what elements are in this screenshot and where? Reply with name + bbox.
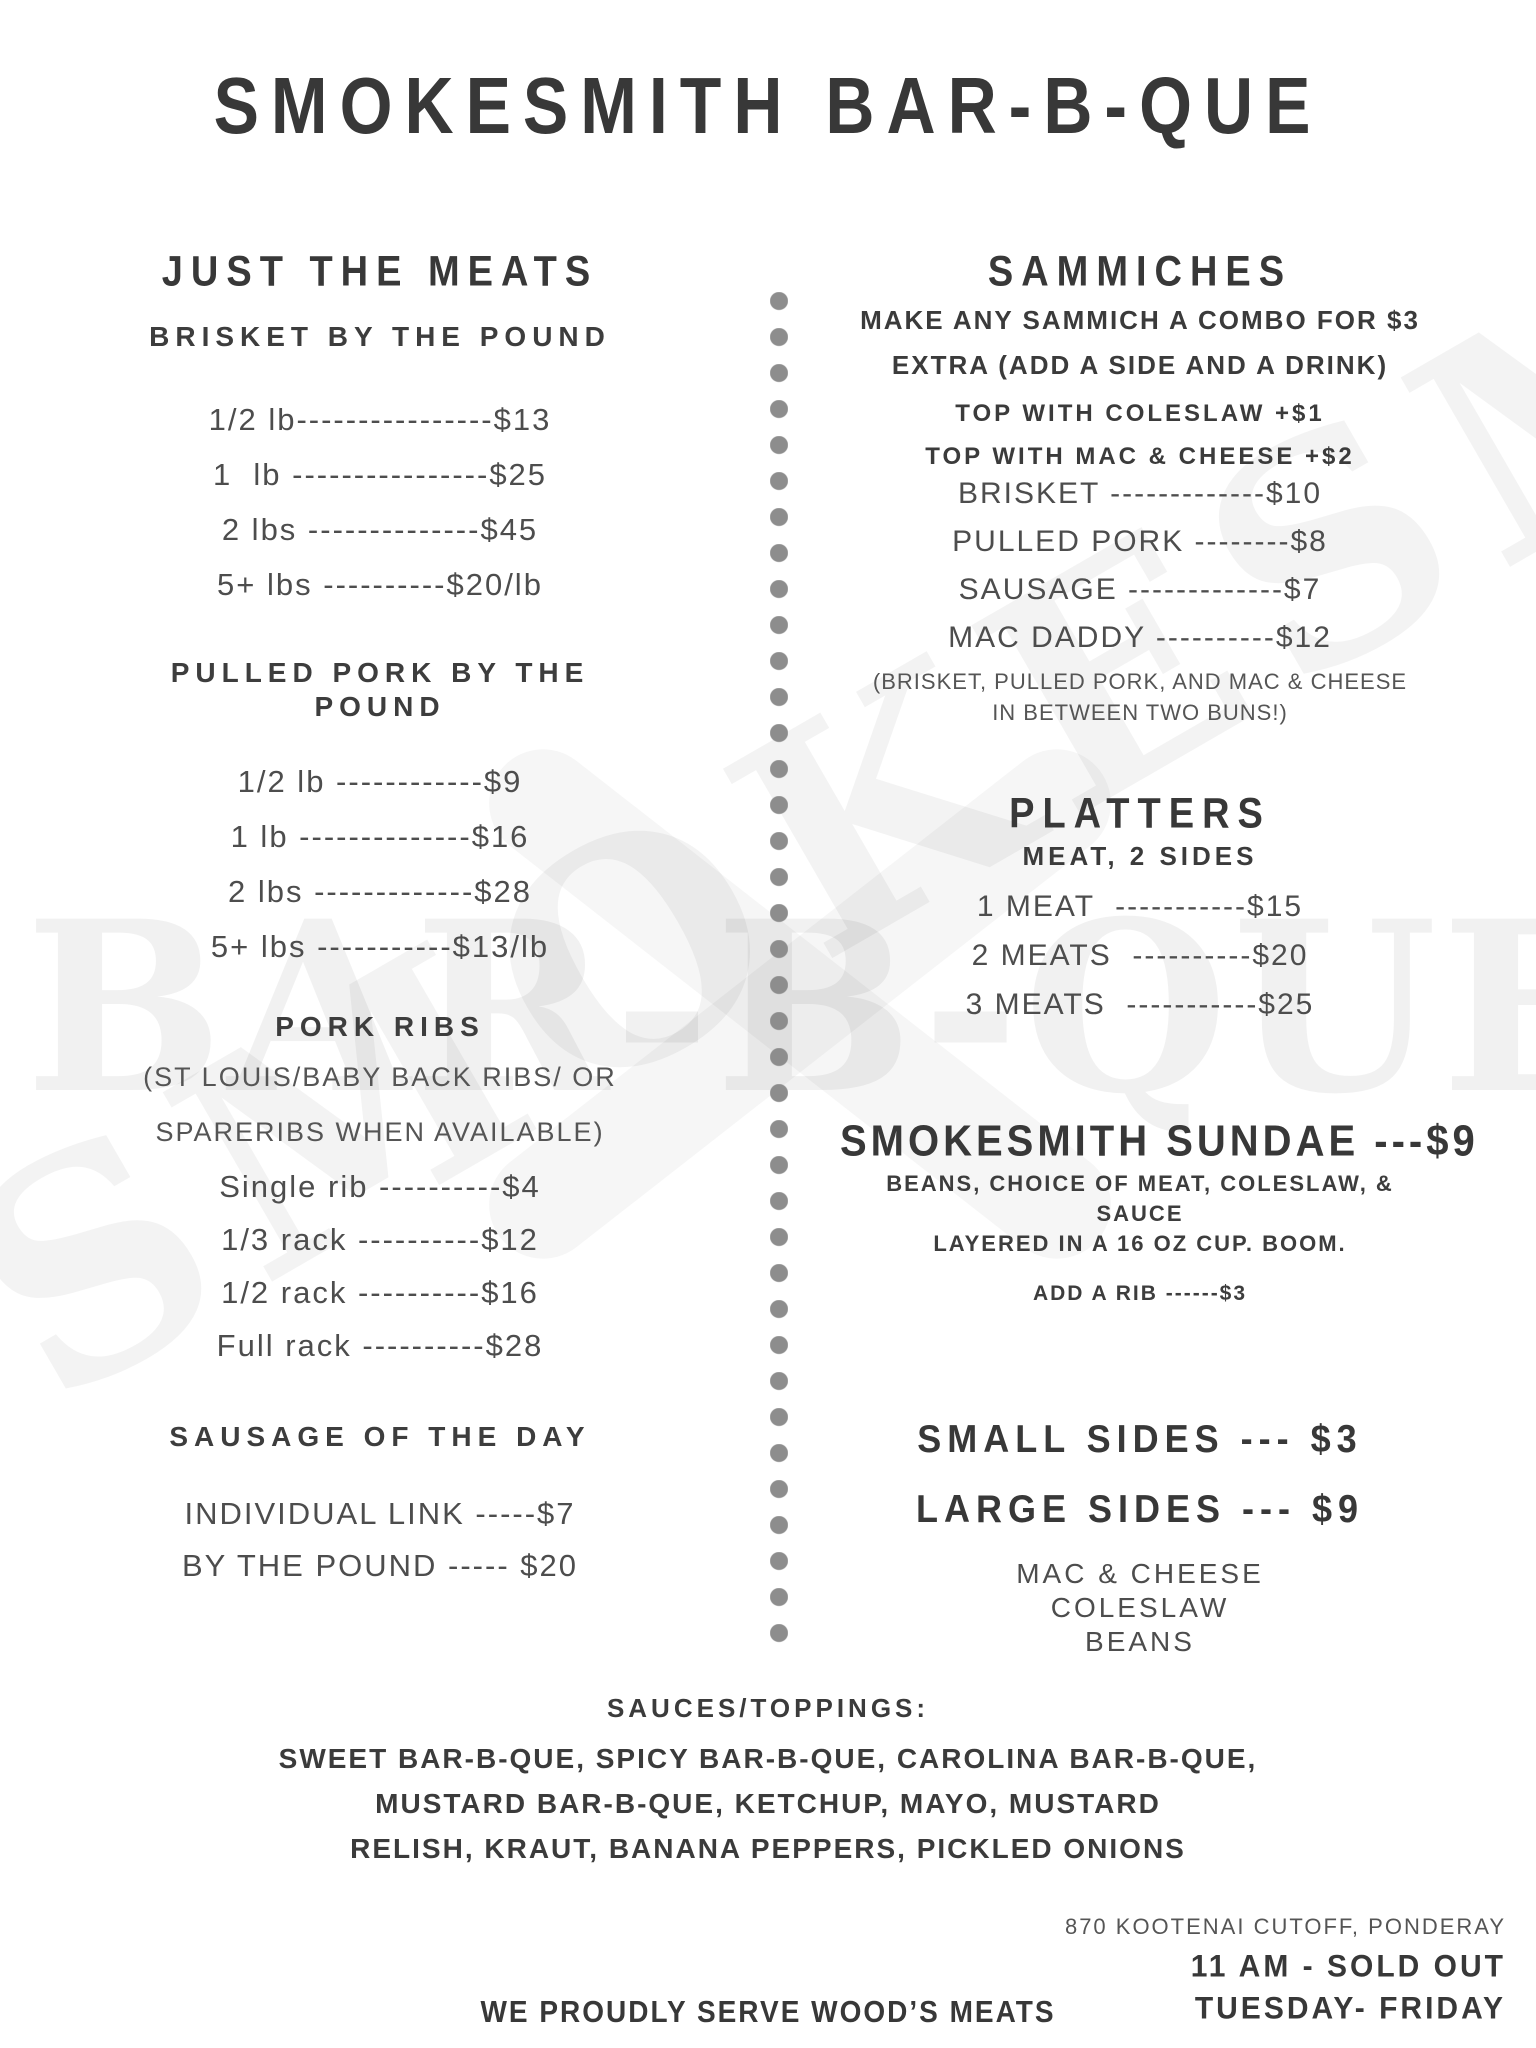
menu-item: INDIVIDUAL LINK -----$7 <box>184 1496 576 1531</box>
subheading-brisket-by-the-pound: BRISKET BY THE POUND <box>149 321 611 352</box>
sauces-line: MUSTARD BAR-B-QUE, KETCHUP, MAYO, MUSTAR… <box>375 1788 1161 1819</box>
sausage-price-list: INDIVIDUAL LINK -----$7 BY THE POUND ---… <box>110 1488 650 1592</box>
menu-item: 1 lb ----------------$25 <box>212 457 548 492</box>
brisket-price-list: 1/2 lb----------------$13 1 lb ---------… <box>110 392 650 612</box>
sundae-description: BEANS, CHOICE OF MEAT, COLESLAW, & SAUCE… <box>840 1169 1440 1259</box>
sammich-price-list: BRISKET -------------$10 PULLED PORK ---… <box>840 470 1440 662</box>
days-line: TUESDAY- FRIDAY <box>1194 1991 1506 2026</box>
mac-daddy-note: (BRISKET, PULLED PORK, AND MAC & CHEESE … <box>840 666 1440 728</box>
sauces-heading: SAUCES/TOPPINGS: <box>606 1693 930 1723</box>
menu-item: 1/3 rack ----------$12 <box>221 1222 539 1257</box>
combo-note: MAKE ANY SAMMICH A COMBO FOR $3 EXTRA (A… <box>840 298 1440 388</box>
footer-info: 870 KOOTENAI CUTOFF, PONDERAY 11 AM - SO… <box>1065 1912 1506 2030</box>
note-line: (ST LOUIS/BABY BACK RIBS/ OR <box>143 1062 617 1092</box>
menu-item: PULLED PORK --------$8 <box>952 525 1328 558</box>
menu-item: Full rack ----------$28 <box>216 1328 544 1363</box>
tagline: WE PROUDLY SERVE WOOD’S MEATS <box>480 1994 1056 2029</box>
section-heading-just-the-meats: JUST THE MEATS <box>161 248 599 296</box>
pork-ribs-price-list: Single rib ----------$4 1/3 rack -------… <box>110 1160 650 1372</box>
menu-item: 3 MEATS -----------$25 <box>965 988 1315 1021</box>
right-column: SAMMICHES MAKE ANY SAMMICH A COMBO FOR $… <box>840 248 1479 1659</box>
subheading-pulled-pork-by-the-pound: PULLED PORK BY THE POUND <box>170 657 590 722</box>
menu-item: 1 lb --------------$16 <box>230 819 530 854</box>
menu-item: BY THE POUND ----- $20 <box>182 1548 578 1583</box>
menu-item: 2 MEATS ----------$20 <box>971 939 1309 972</box>
menu-item: SAUSAGE -------------$7 <box>958 573 1322 606</box>
menu-item: Single rib ----------$4 <box>219 1169 541 1204</box>
small-sides-heading: SMALL SIDES --- $3 <box>917 1416 1363 1461</box>
sauces-line: RELISH, KRAUT, BANANA PEPPERS, PICKLED O… <box>350 1833 1186 1864</box>
section-heading-platters: PLATTERS <box>1009 790 1271 838</box>
menu-item: 1/2 lb----------------$13 <box>208 402 552 437</box>
sauces-line: SWEET BAR-B-QUE, SPICY BAR-B-QUE, CAROLI… <box>278 1743 1258 1774</box>
menu-item: 1 MEAT -----------$15 <box>976 890 1304 923</box>
dotted-divider <box>770 292 788 1644</box>
subheading-sausage-of-the-day: SAUSAGE OF THE DAY <box>169 1421 591 1452</box>
add-a-rib-line: ADD A RIB ------$3 <box>1032 1282 1248 1305</box>
subheading-pork-ribs: PORK RIBS <box>275 1011 485 1042</box>
combo-line: EXTRA (ADD A SIDE AND A DRINK) <box>891 350 1389 380</box>
menu-item: 2 lbs --------------$45 <box>221 512 539 547</box>
sides-list: MAC & CHEESE COLESLAW BEANS <box>840 1557 1440 1659</box>
menu-item: 5+ lbs ----------$20/lb <box>217 567 543 602</box>
side-item: BEANS <box>1085 1626 1195 1657</box>
address-line: 870 KOOTENAI CUTOFF, PONDERAY <box>1064 1914 1506 1939</box>
note-line: IN BETWEEN TWO BUNS!) <box>992 700 1288 725</box>
topping-upcharge-line: TOP WITH COLESLAW +$1 <box>955 400 1325 427</box>
side-item: COLESLAW <box>1050 1592 1230 1623</box>
side-item: MAC & CHEESE <box>1016 1558 1264 1589</box>
note-line: SPARERIBS WHEN AVAILABLE) <box>155 1117 605 1147</box>
large-sides-heading: LARGE SIDES --- $9 <box>915 1486 1365 1531</box>
platters-price-list: 1 MEAT -----------$15 2 MEATS ----------… <box>840 882 1440 1029</box>
menu-item: BRISKET -------------$10 <box>957 477 1323 510</box>
combo-line: MAKE ANY SAMMICH A COMBO FOR $3 <box>860 305 1420 335</box>
topping-upcharge-line: TOP WITH MAC & CHEESE +$2 <box>925 443 1355 470</box>
menu-item: 1/2 rack ----------$16 <box>221 1275 539 1310</box>
sundae-desc-line: LAYERED IN A 16 OZ CUP. BOOM. <box>933 1231 1347 1256</box>
sauces-toppings-section: SAUCES/TOPPINGS: SWEET BAR-B-QUE, SPICY … <box>0 1690 1536 1871</box>
sauces-list: SWEET BAR-B-QUE, SPICY BAR-B-QUE, CAROLI… <box>0 1736 1536 1871</box>
menu-item: 2 lbs -------------$28 <box>227 874 533 909</box>
note-line: (BRISKET, PULLED PORK, AND MAC & CHEESE <box>872 669 1408 694</box>
hours-line: 11 AM - SOLD OUT <box>1190 1949 1506 1984</box>
pork-ribs-note: (ST LOUIS/BABY BACK RIBS/ OR SPARERIBS W… <box>110 1050 650 1160</box>
toppings-upcharge: TOP WITH COLESLAW +$1 TOP WITH MAC & CHE… <box>840 392 1440 478</box>
left-column: JUST THE MEATS BRISKET BY THE POUND 1/2 … <box>110 248 650 1592</box>
sundae-desc-line: BEANS, CHOICE OF MEAT, COLESLAW, & SAUCE <box>886 1171 1394 1226</box>
section-heading-smokesmith-sundae: SMOKESMITH SUNDAE ---$9 <box>840 1116 1479 1166</box>
menu-item: MAC DADDY ----------$12 <box>948 621 1332 654</box>
menu-item: 5+ lbs -----------$13/lb <box>210 929 550 964</box>
section-heading-sammiches: SAMMICHES <box>987 248 1293 296</box>
platters-subheading: MEAT, 2 SIDES <box>1022 841 1258 871</box>
pulled-pork-price-list: 1/2 lb ------------$9 1 lb -------------… <box>110 754 650 974</box>
menu-title: SMOKESMITH BAR-B-QUE <box>213 61 1323 151</box>
menu-item: 1/2 lb ------------$9 <box>237 764 523 799</box>
